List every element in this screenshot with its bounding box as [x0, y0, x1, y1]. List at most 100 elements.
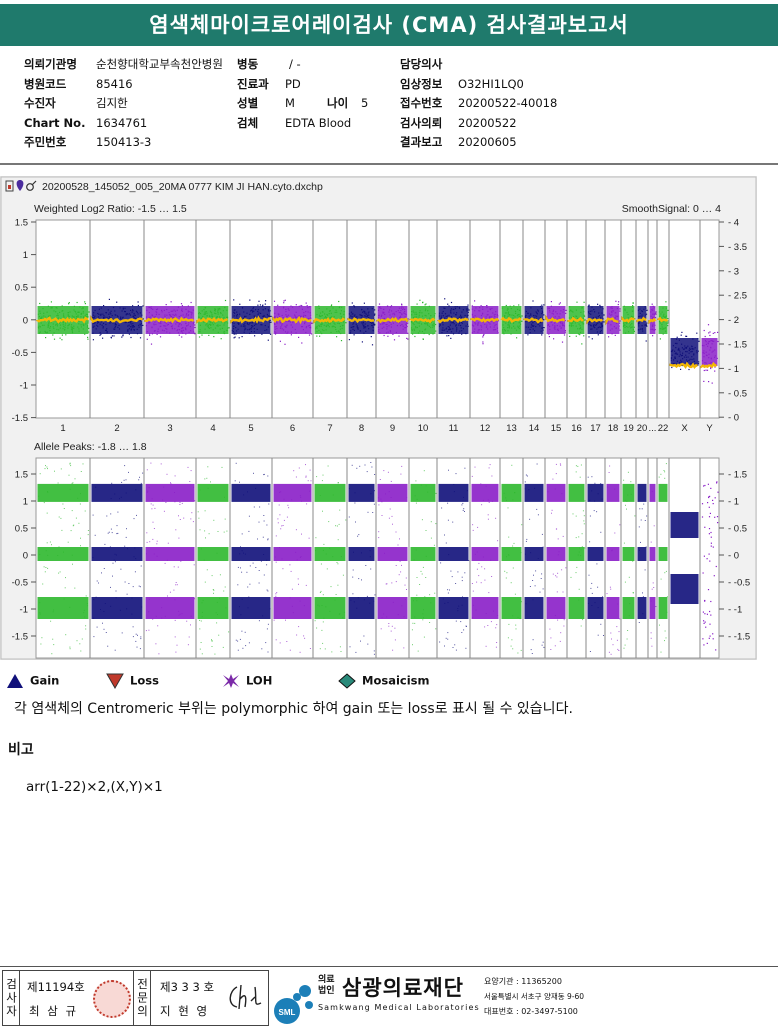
allele-point [413, 600, 414, 602]
allele-point [704, 526, 706, 528]
log2-point [550, 301, 552, 303]
allele-point [617, 648, 619, 650]
examiner-name: 최 삼 규 [29, 1004, 79, 1018]
log2-point [92, 339, 94, 341]
log2-point [407, 338, 409, 340]
allele-point [181, 613, 183, 615]
allele-point [658, 476, 660, 478]
log2-point [283, 300, 285, 302]
allele-point [201, 602, 203, 604]
allele-point [153, 528, 155, 529]
log2-point [331, 304, 333, 306]
allele-point [241, 550, 243, 552]
allele-point [623, 647, 625, 649]
karyotype-result: arr(1-22)×2,(X,Y)×1 [26, 779, 163, 795]
allele-point [173, 566, 175, 568]
allele-point [47, 491, 48, 493]
allele-point [480, 483, 482, 485]
allele-point [156, 540, 158, 542]
allele-point [69, 462, 71, 464]
allele-point [323, 543, 325, 545]
allele-point [529, 586, 531, 587]
allele-point [107, 532, 109, 534]
allele-point [219, 597, 220, 599]
allele-point [61, 529, 63, 531]
allele-point [373, 503, 375, 505]
log2-point [581, 343, 583, 345]
allele-point [535, 570, 537, 572]
log2-point [254, 335, 256, 337]
chip-icon [5, 180, 14, 192]
allele-point [132, 636, 134, 638]
log2-point [330, 305, 332, 307]
allele-point [650, 541, 652, 543]
log2-point [483, 334, 485, 336]
log2-point [259, 304, 261, 306]
allele-point [453, 484, 455, 485]
log2-point [652, 335, 654, 337]
allele-point [582, 510, 584, 512]
allele-point [624, 499, 626, 501]
log2-point [569, 335, 571, 337]
allele-point [138, 479, 140, 481]
allele-point [397, 544, 399, 546]
value-chart-no: 1634761 [96, 115, 148, 130]
allele-point [221, 466, 223, 468]
bottom-right-tick-label: - -1 [728, 605, 742, 616]
allele-point [397, 614, 399, 616]
allele-point [175, 651, 177, 653]
allele-point [287, 504, 289, 506]
allele-point [406, 589, 407, 590]
log2-point [480, 305, 482, 307]
allele-point [572, 513, 574, 515]
allele-point [387, 471, 389, 473]
log2-point [110, 337, 112, 339]
allele-point [197, 511, 199, 513]
allele-point [57, 482, 59, 484]
allele-point [273, 619, 275, 621]
allele-point [279, 514, 281, 516]
allele-point [70, 530, 72, 532]
allele-point [300, 496, 302, 498]
allele-point [591, 490, 593, 492]
allele-point [618, 650, 620, 651]
allele-point [388, 517, 390, 519]
allele-point [565, 567, 567, 569]
allele-point [146, 491, 148, 493]
allele-point [556, 591, 558, 593]
allele-point [69, 646, 71, 648]
allele-point [44, 468, 46, 470]
allele-point [262, 615, 264, 617]
log2-point [99, 334, 101, 336]
allele-point [638, 622, 640, 623]
allele-point [156, 543, 158, 545]
allele-point [213, 592, 214, 594]
chromosome-label: 3 [167, 423, 172, 434]
allele-point [152, 538, 154, 540]
allele-point [174, 492, 175, 493]
allele-point [47, 567, 49, 569]
allele-point [505, 577, 507, 579]
log2-point [194, 326, 196, 329]
allele-point [484, 579, 486, 581]
allele-point [579, 476, 581, 478]
allele-point [217, 531, 219, 532]
allele-point [664, 640, 665, 642]
log2-point [474, 300, 476, 302]
allele-point [39, 602, 41, 604]
allele-point [261, 648, 263, 650]
allele-point [664, 477, 666, 479]
allele-point [247, 491, 248, 493]
org-english-name: Samkwang Medical Laboratories [318, 1003, 480, 1012]
allele-point [390, 480, 392, 482]
chromosome-label: 7 [327, 423, 332, 434]
allele-point [128, 583, 130, 584]
allele-point [309, 469, 311, 471]
allele-point [556, 576, 558, 578]
allele-point [127, 548, 128, 550]
examiner-license-no: 제11194호 [27, 980, 85, 994]
allele-point [451, 576, 453, 578]
allele-point [591, 476, 593, 478]
log2-core [670, 338, 699, 366]
allele-peak-band [568, 483, 585, 502]
